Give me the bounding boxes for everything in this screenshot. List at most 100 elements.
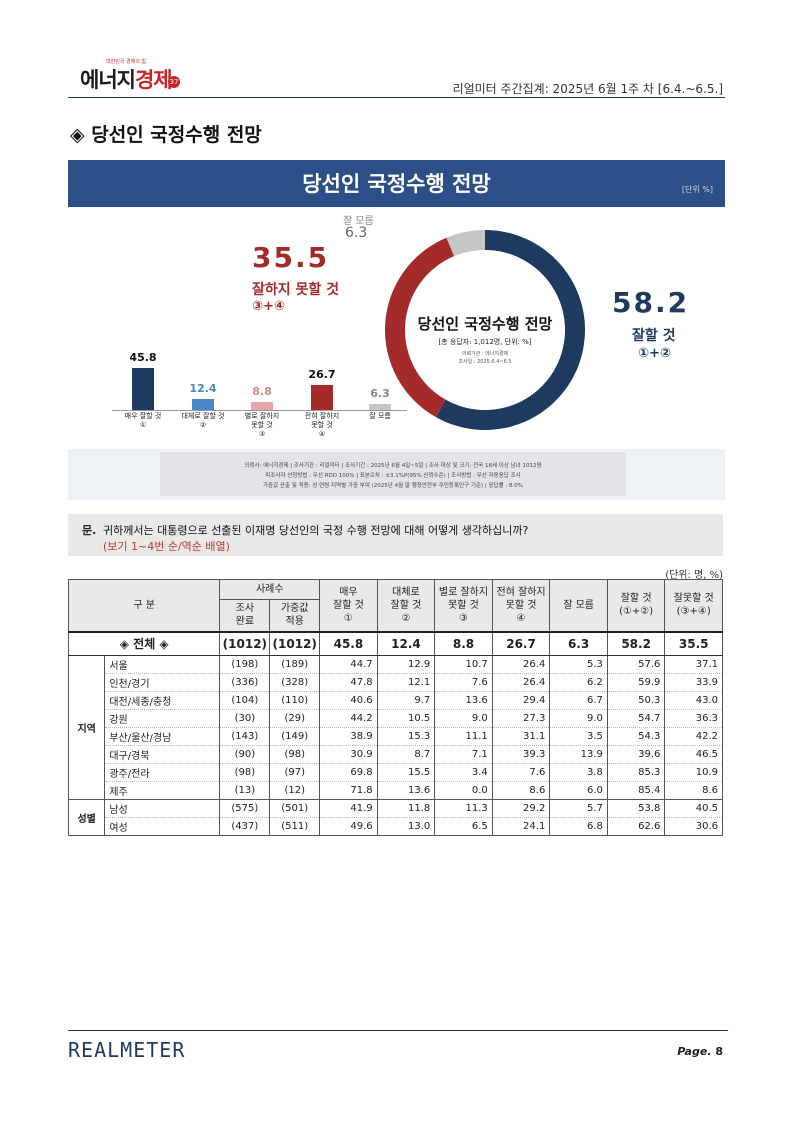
dont-know-value: 6.3	[345, 225, 368, 241]
negative-label: 잘하지 못할 것	[252, 282, 340, 298]
row-value: 8.6	[664, 781, 723, 800]
row-weighted: (29)	[269, 709, 321, 728]
header-sample: 사례수	[219, 579, 321, 600]
row-value: 5.3	[549, 655, 608, 674]
row-sample: (575)	[219, 799, 271, 818]
row-value: 85.3	[606, 763, 666, 782]
logo-badge: 37	[168, 76, 180, 88]
header-divider	[68, 97, 725, 98]
row-weighted: (110)	[269, 691, 321, 710]
total-value: 12.4	[376, 630, 436, 656]
infographic-title: 당선인 국정수행 전망	[302, 172, 491, 196]
logo-tagline: 대한민국 경제의 힘	[106, 59, 146, 65]
table-row: 광주/전라 (98) (97) 69.8 15.5 3.4 7.6 3.8 85.3 10.9	[69, 763, 723, 782]
logo-main: 에너지	[80, 68, 136, 92]
total-value: 35.5	[664, 630, 723, 656]
table-row: 지역 서울 (198) (189) 44.7 12.9 10.7 26.4 5.3 57.6 37.…	[67, 655, 723, 800]
bar-value-label: 45.8	[129, 350, 157, 364]
row-label: 제주	[104, 781, 221, 800]
row-value: 12.9	[376, 655, 436, 674]
row-value: 12.1	[376, 673, 436, 692]
bar-chart-baseline	[112, 410, 407, 411]
row-value: 31.1	[491, 727, 551, 746]
row-value: 46.5	[664, 745, 723, 764]
row-value: 41.9	[319, 799, 378, 818]
total-value: 58.2	[606, 630, 666, 656]
row-value: 9.7	[376, 691, 436, 710]
logo-accent: 경제	[134, 68, 173, 92]
bar-value-label: 6.3	[370, 387, 390, 401]
row-value: 3.4	[434, 763, 493, 782]
page-number: Page. 8	[677, 1045, 723, 1058]
row-value: 37.1	[664, 655, 723, 674]
row-value: 36.3	[664, 709, 723, 728]
row-value: 10.7	[434, 655, 493, 674]
row-value: 7.6	[491, 763, 551, 782]
row-weighted: (12)	[269, 781, 321, 800]
donut-subtitle: [총 응답자: 1,012명, 단위: %]	[438, 338, 532, 346]
row-sample: (437)	[219, 817, 271, 836]
row-value: 11.3	[434, 799, 493, 818]
row-value: 40.6	[319, 691, 378, 710]
donut-note-client: 의뢰기관 : 에너지경제	[461, 351, 509, 357]
donut-chart	[385, 230, 585, 430]
row-value: 39.6	[606, 745, 666, 764]
row-weighted: (149)	[269, 727, 321, 746]
donut-slice	[435, 230, 585, 430]
positive-label: 잘할 것	[632, 328, 676, 344]
header-category: 구 분	[67, 579, 221, 632]
bar-value-label: 8.8	[252, 384, 272, 398]
row-sample: (336)	[219, 673, 271, 692]
question-box	[68, 514, 723, 556]
row-label: 여성	[104, 817, 221, 836]
bar	[369, 404, 391, 410]
row-value: 11.1	[434, 727, 493, 746]
row-value: 59.9	[606, 673, 666, 692]
methodology-note-line: 가중값 산출 및 적용: 성·연령·지역별 가중 부여 (2025년 4월 말 …	[262, 483, 523, 489]
row-value: 11.8	[376, 799, 436, 818]
header-col: 잘 모름	[549, 579, 608, 632]
table-row: 인천/경기 (336) (328) 47.8 12.1 7.6 26.4 6.2 59.9 33.…	[69, 673, 723, 692]
methodology-note-box	[160, 452, 626, 496]
row-value: 62.6	[606, 817, 666, 836]
row-value: 6.2	[549, 673, 608, 692]
table-row: 성별 남성 (575) (501) 41.9 11.8 11.3 29.2 5.7 53.8 40.…	[67, 799, 723, 836]
question-note: (보기 1~4번 순/역순 배열)	[103, 540, 230, 553]
row-weighted: (501)	[269, 799, 321, 818]
row-value: 85.4	[606, 781, 666, 800]
row-weighted: (189)	[269, 655, 321, 674]
donut-slice	[446, 230, 485, 257]
total-label: ◈ 전체 ◈	[67, 630, 221, 656]
row-sample: (98)	[219, 763, 271, 782]
row-weighted: (97)	[269, 763, 321, 782]
row-value: 6.0	[549, 781, 608, 800]
row-value: 15.5	[376, 763, 436, 782]
row-value: 44.2	[319, 709, 378, 728]
footer-brand: REALMETER	[68, 1038, 186, 1062]
row-sample: (198)	[219, 655, 271, 674]
row-label: 대전/세종/충청	[104, 691, 221, 710]
row-value: 27.3	[491, 709, 551, 728]
total-value: 26.7	[491, 630, 551, 656]
row-value: 9.0	[434, 709, 493, 728]
row-value: 10.5	[376, 709, 436, 728]
row-sample: (143)	[219, 727, 271, 746]
row-sample: (30)	[219, 709, 271, 728]
row-label: 광주/전라	[104, 763, 221, 782]
header-survey-period: 리얼미터 주간집계: 2025년 6월 1주 차 [6.4.~6.5.]	[452, 82, 723, 96]
header-col: 잘할 것 (①+②)	[606, 579, 666, 632]
header-sample-done: 조사 완료	[219, 599, 271, 632]
bar	[192, 398, 214, 410]
row-value: 5.7	[549, 799, 608, 818]
row-value: 8.7	[376, 745, 436, 764]
donut-slice	[385, 237, 455, 418]
row-value: 42.2	[664, 727, 723, 746]
infographic-unit: [단위 %]	[681, 185, 713, 194]
row-value: 49.6	[319, 817, 378, 836]
row-sample: (104)	[219, 691, 271, 710]
row-label: 인천/경기	[104, 673, 221, 692]
